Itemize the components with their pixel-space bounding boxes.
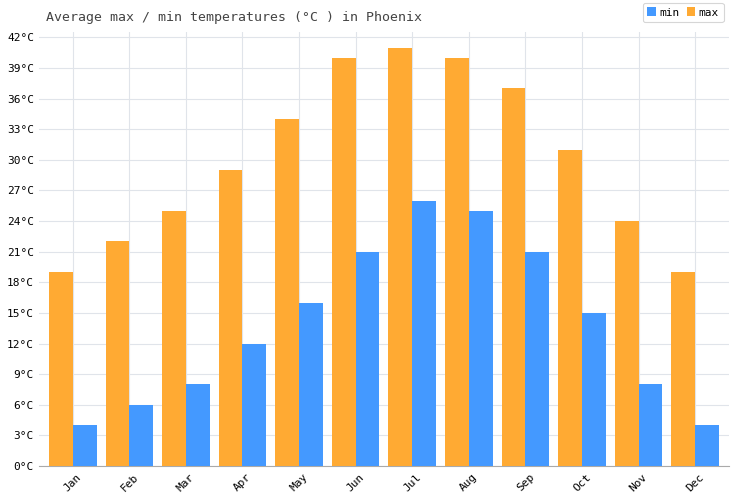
Bar — [162, 211, 186, 466]
Bar — [582, 313, 606, 466]
Legend: min, max: min, max — [643, 3, 723, 22]
Bar — [299, 303, 323, 466]
Bar — [639, 384, 662, 466]
Bar — [73, 426, 96, 466]
Bar — [469, 211, 492, 466]
Bar — [130, 405, 153, 466]
Bar — [275, 119, 299, 466]
Bar — [526, 252, 549, 466]
Bar — [389, 48, 412, 466]
Text: Average max / min temperatures (°C ) in Phoenix: Average max / min temperatures (°C ) in … — [46, 11, 422, 24]
Bar — [445, 58, 469, 466]
Bar — [332, 58, 355, 466]
Bar — [105, 242, 130, 466]
Bar — [671, 272, 695, 466]
Bar — [502, 88, 526, 466]
Bar — [412, 200, 436, 466]
Bar — [355, 252, 379, 466]
Bar — [558, 150, 582, 466]
Bar — [186, 384, 210, 466]
Bar — [615, 221, 639, 466]
Bar — [219, 170, 242, 466]
Bar — [49, 272, 73, 466]
Bar — [695, 426, 719, 466]
Bar — [242, 344, 266, 466]
